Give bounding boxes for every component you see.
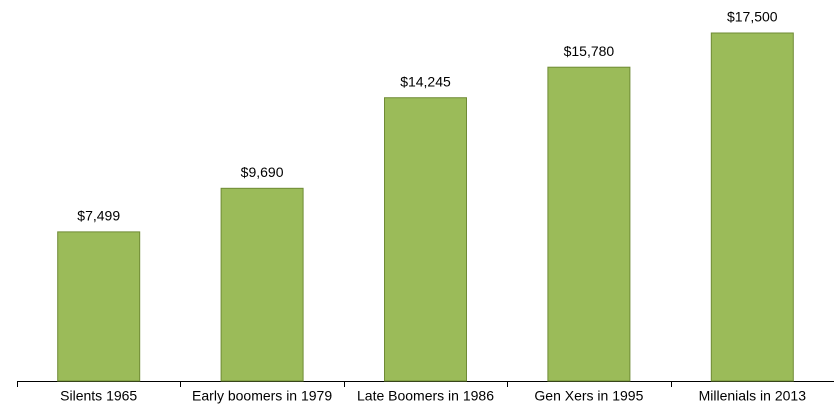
- value-label: $17,500: [727, 9, 778, 25]
- bar: [547, 66, 631, 382]
- x-tick-label: Late Boomers in 1986: [357, 388, 494, 404]
- bar: [384, 97, 467, 382]
- x-tick-label: Gen Xers in 1995: [534, 388, 643, 404]
- value-label: $7,499: [77, 208, 120, 224]
- bar: [710, 32, 794, 382]
- bar: [57, 231, 141, 382]
- bar: [220, 187, 304, 382]
- x-tick-label: Early boomers in 1979: [192, 388, 332, 404]
- value-label: $9,690: [241, 164, 284, 180]
- value-label: $14,245: [400, 73, 451, 89]
- x-tick-label: Millenials in 2013: [699, 388, 807, 404]
- value-label: $15,780: [564, 43, 615, 59]
- x-tick-label: Silents 1965: [60, 388, 137, 404]
